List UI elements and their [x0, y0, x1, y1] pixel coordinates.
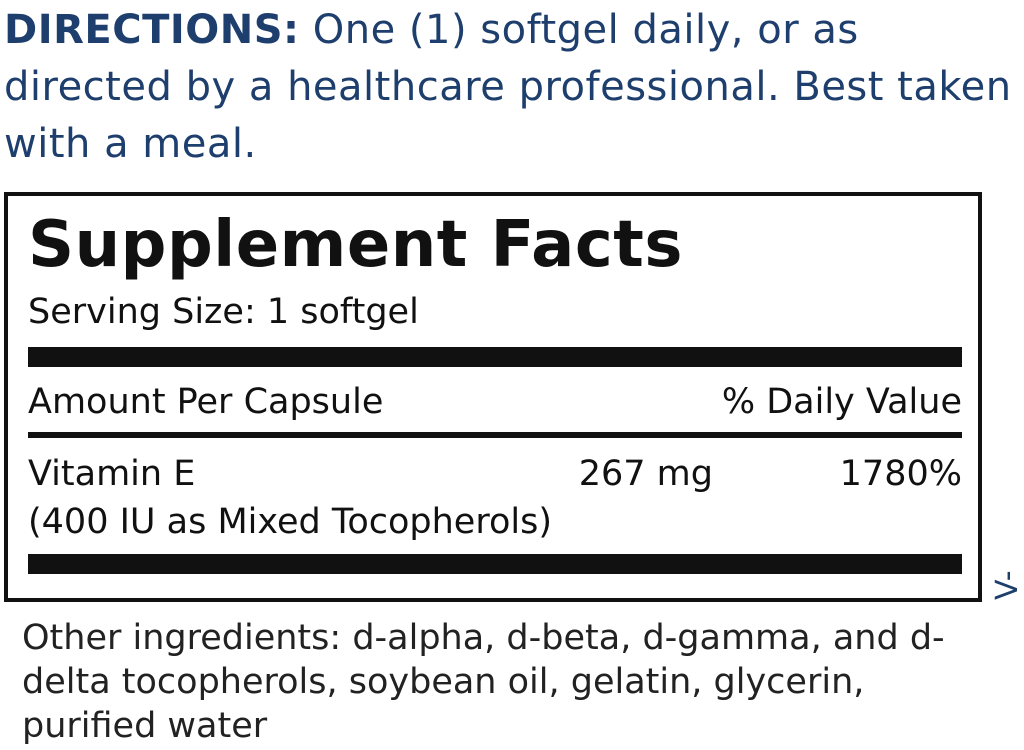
serving-size: Serving Size: 1 softgel — [28, 292, 419, 332]
nutrient-note: (400 IU as Mixed Tocopherols) — [28, 502, 552, 542]
facts-title: Supplement Facts — [28, 208, 683, 282]
directions-label: DIRECTIONS: — [4, 7, 300, 53]
other-ingredients: Other ingredients: d-alpha, d-beta, d-ga… — [22, 618, 945, 746]
thick-divider-bottom — [28, 554, 962, 574]
thick-divider — [28, 347, 962, 367]
nutrient-amount: 267 mg — [578, 454, 713, 494]
nutrient-daily-value: 1780% — [839, 454, 962, 494]
directions-text: One (1) softgel daily, or as directed by… — [4, 7, 1012, 167]
nutrient-name: Vitamin E — [28, 454, 196, 494]
daily-value-header: % Daily Value — [721, 382, 962, 422]
supplement-facts-panel: Supplement Facts Serving Size: 1 softgel… — [4, 192, 982, 602]
directions: DIRECTIONS: One (1) softgel daily, or as… — [4, 2, 1014, 173]
amount-header: Amount Per Capsule — [28, 382, 384, 422]
product-code: V-14 — [990, 570, 1024, 600]
thin-divider — [28, 432, 962, 438]
